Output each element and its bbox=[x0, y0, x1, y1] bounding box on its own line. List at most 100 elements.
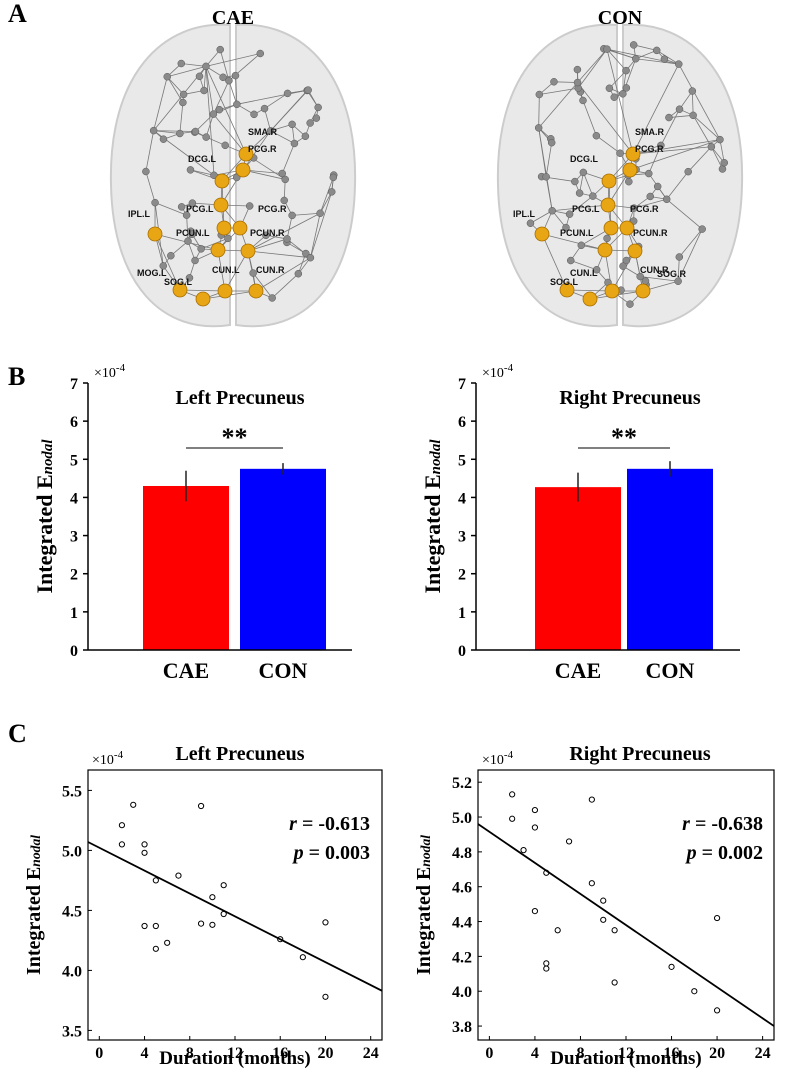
network-node bbox=[548, 206, 556, 215]
network-node bbox=[260, 104, 269, 113]
axis-multiplier: ×10-4 bbox=[482, 749, 514, 768]
network-node bbox=[278, 169, 286, 178]
network-node bbox=[302, 249, 310, 258]
x-tick-label: 12 bbox=[227, 1045, 243, 1062]
network-node bbox=[698, 225, 706, 233]
network-edge bbox=[252, 272, 273, 299]
y-axis-label: Integrated Enodal bbox=[413, 835, 435, 975]
hub-node bbox=[217, 283, 233, 299]
y-tick-label: 4.4 bbox=[452, 915, 472, 932]
y-tick-label: 4.8 bbox=[452, 845, 472, 862]
data-point bbox=[554, 927, 561, 934]
network-node bbox=[327, 188, 336, 196]
network-node bbox=[632, 55, 640, 63]
brain-hemisphere bbox=[235, 23, 357, 328]
data-point bbox=[531, 824, 539, 831]
network-edge bbox=[203, 66, 207, 91]
node-label: PCG.R bbox=[258, 204, 287, 214]
network-edge bbox=[609, 70, 627, 89]
data-point bbox=[611, 927, 618, 934]
network-node bbox=[535, 90, 544, 99]
network-edge bbox=[319, 191, 333, 214]
network-node bbox=[256, 49, 265, 58]
network-edge bbox=[633, 44, 657, 51]
network-edge bbox=[677, 256, 680, 282]
network-node bbox=[224, 234, 232, 243]
network-node bbox=[534, 124, 543, 132]
stat-value: = -0.638 bbox=[690, 813, 763, 835]
network-node bbox=[547, 138, 556, 147]
network-node bbox=[579, 96, 587, 105]
bar bbox=[627, 468, 713, 650]
network-node bbox=[562, 223, 570, 232]
y-tick-label: 3 bbox=[458, 529, 466, 546]
network-node bbox=[283, 235, 291, 243]
data-point bbox=[209, 894, 216, 901]
node-label: IPL.L bbox=[128, 209, 151, 219]
data-point bbox=[152, 922, 159, 930]
data-point bbox=[322, 919, 329, 926]
network-node bbox=[622, 256, 631, 265]
chart-title: Right Precuneus bbox=[559, 387, 701, 409]
node-label: PCUN.R bbox=[250, 228, 285, 238]
x-tick-label: 4 bbox=[531, 1045, 539, 1062]
network-edge bbox=[538, 127, 553, 211]
data-point bbox=[668, 963, 675, 970]
network-node bbox=[142, 167, 150, 176]
network-edge bbox=[179, 102, 184, 134]
network-edge bbox=[145, 171, 156, 203]
x-tick-label: 20 bbox=[317, 1045, 333, 1062]
node-label: PCG.R bbox=[248, 144, 277, 154]
network-edge bbox=[711, 146, 723, 170]
y-tick-label: 5 bbox=[458, 452, 466, 469]
network-node bbox=[630, 204, 638, 212]
network-edge bbox=[195, 113, 214, 132]
network-node bbox=[195, 72, 204, 81]
network-node bbox=[571, 177, 579, 186]
x-tick-label: 16 bbox=[664, 1045, 680, 1062]
node-label: PCUN.R bbox=[633, 228, 668, 238]
y-label-sub: nodal bbox=[418, 835, 433, 867]
node-label: PCG.L bbox=[572, 204, 600, 214]
data-point bbox=[600, 916, 607, 923]
network-edge bbox=[640, 276, 679, 282]
network-edge bbox=[319, 177, 334, 214]
network-edge bbox=[205, 53, 261, 67]
network-edge bbox=[541, 233, 606, 251]
y-tick-label: 4.6 bbox=[452, 880, 472, 897]
data-point bbox=[299, 954, 306, 961]
y-tick-label: 6 bbox=[70, 414, 78, 431]
stat-annotation: r = -0.638 bbox=[682, 813, 763, 835]
network-node bbox=[151, 198, 159, 207]
network-node bbox=[221, 141, 229, 150]
network-edge bbox=[635, 58, 679, 65]
network-node bbox=[619, 90, 627, 98]
significance-label: ** bbox=[222, 423, 248, 452]
data-point bbox=[588, 796, 595, 803]
data-point bbox=[118, 822, 126, 829]
data-point bbox=[197, 920, 205, 927]
network-node bbox=[675, 105, 684, 113]
plot-frame bbox=[477, 769, 775, 1041]
brain-network bbox=[109, 23, 357, 328]
network-edge bbox=[247, 212, 321, 252]
network-edge bbox=[692, 115, 721, 140]
network-node bbox=[592, 131, 601, 140]
network-edge bbox=[577, 48, 608, 89]
network-edge bbox=[145, 130, 155, 172]
network-node bbox=[191, 127, 200, 136]
network-node bbox=[577, 241, 586, 250]
network-edge bbox=[666, 198, 703, 230]
data-point bbox=[209, 921, 216, 928]
network-node bbox=[573, 65, 582, 74]
y-axis-label: Integrated Enodal bbox=[420, 439, 445, 594]
network-node bbox=[616, 149, 624, 157]
axis-multiplier: ×10-4 bbox=[92, 749, 124, 768]
y-tick-label: 7 bbox=[70, 376, 78, 393]
y-tick-label: 6 bbox=[458, 414, 466, 431]
stat-symbol: p bbox=[292, 842, 304, 864]
network-edge bbox=[656, 50, 679, 65]
fit-line bbox=[477, 823, 775, 1027]
bar bbox=[143, 485, 229, 650]
x-tick-label: CAE bbox=[555, 658, 601, 683]
